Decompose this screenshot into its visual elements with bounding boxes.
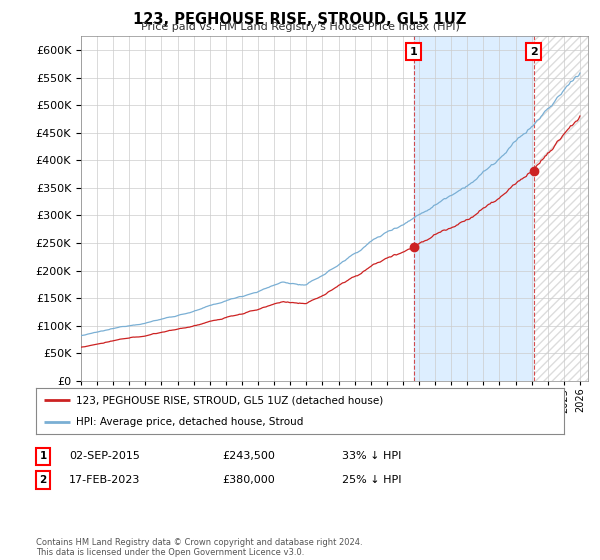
Text: £243,500: £243,500	[222, 451, 275, 461]
Text: 123, PEGHOUSE RISE, STROUD, GL5 1UZ: 123, PEGHOUSE RISE, STROUD, GL5 1UZ	[133, 12, 467, 27]
Text: Price paid vs. HM Land Registry's House Price Index (HPI): Price paid vs. HM Land Registry's House …	[140, 22, 460, 32]
Text: 1: 1	[40, 451, 47, 461]
Text: 123, PEGHOUSE RISE, STROUD, GL5 1UZ (detached house): 123, PEGHOUSE RISE, STROUD, GL5 1UZ (det…	[76, 395, 383, 405]
Text: 25% ↓ HPI: 25% ↓ HPI	[342, 475, 401, 485]
Text: 1: 1	[410, 46, 418, 57]
Text: 2: 2	[530, 46, 538, 57]
Text: 17-FEB-2023: 17-FEB-2023	[69, 475, 140, 485]
Text: £380,000: £380,000	[222, 475, 275, 485]
Text: 33% ↓ HPI: 33% ↓ HPI	[342, 451, 401, 461]
Text: Contains HM Land Registry data © Crown copyright and database right 2024.
This d: Contains HM Land Registry data © Crown c…	[36, 538, 362, 557]
Text: 2: 2	[40, 475, 47, 485]
Text: 02-SEP-2015: 02-SEP-2015	[69, 451, 140, 461]
Bar	[413, 36, 533, 381]
Bar	[533, 36, 588, 381]
Bar	[533, 36, 588, 381]
Text: HPI: Average price, detached house, Stroud: HPI: Average price, detached house, Stro…	[76, 417, 303, 427]
